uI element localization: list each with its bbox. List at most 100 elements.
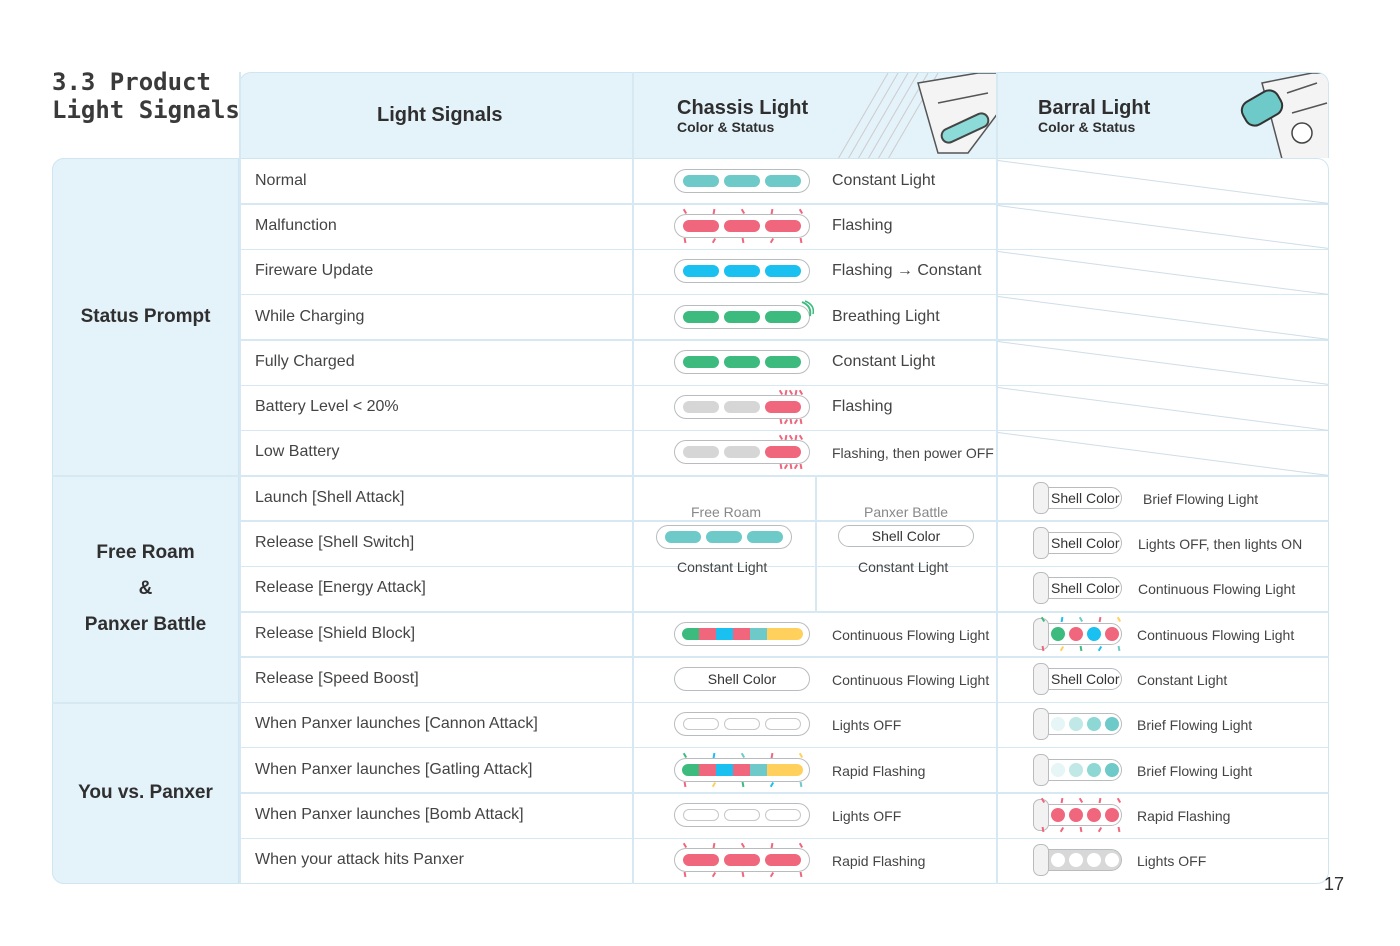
- group-free-line1: Free Roam: [96, 541, 195, 563]
- signal-label: Release [Shell Switch]: [255, 534, 415, 552]
- chassis-status-label: Rapid Flashing: [832, 762, 926, 779]
- chassis-led-segment: [683, 718, 719, 731]
- chassis-led-segment: [724, 265, 760, 278]
- barral-cap: [1033, 572, 1049, 605]
- barral-led-dot: [1105, 853, 1119, 868]
- chassis-led-segment: [724, 808, 760, 821]
- header-light-signals: Light Signals: [377, 104, 503, 126]
- chassis-light-bar: [674, 848, 810, 873]
- barral-light-bar: [1033, 798, 1122, 831]
- row-divider: [239, 293, 1329, 296]
- chassis-led-segment: [765, 854, 801, 867]
- chassis-led-segment: [698, 627, 716, 640]
- chassis-led-segment: [765, 718, 801, 731]
- chassis-led-segment: [765, 219, 801, 232]
- barral-title: Barral Light: [1038, 97, 1151, 119]
- barral-led-dot: [1069, 717, 1083, 732]
- signal-label: Release [Shield Block]: [255, 624, 416, 642]
- header-barral: Barral Light Color & Status: [1038, 97, 1150, 134]
- chassis-led-segment: [765, 446, 801, 459]
- barral-cap: [1033, 798, 1049, 831]
- barral-cap: [1033, 708, 1049, 741]
- barral-led-dot: [1051, 762, 1065, 777]
- barral-led-dot: [1051, 853, 1065, 868]
- barral-status-label: Brief Flowing Light: [1143, 490, 1259, 507]
- barral-led-dot: [1087, 853, 1101, 868]
- chassis-pill-label: Shell Color: [707, 670, 777, 687]
- chassis-light-bar: Shell Color: [674, 666, 810, 691]
- barral-light-bar: Shell Color: [1033, 662, 1122, 695]
- signal-label: Fully Charged: [255, 352, 355, 370]
- chassis-status-label: Constant Light: [832, 171, 936, 189]
- page-title: 3.3 Product Light Signals: [52, 68, 240, 124]
- chassis-light-bar: [674, 213, 810, 238]
- chassis-status-label: Breathing Light: [832, 307, 940, 325]
- signal-label: When Panxer launches [Bomb Attack]: [255, 805, 524, 823]
- barral-pill-label: Shell Color: [1051, 489, 1120, 506]
- chassis-led-segment: [681, 763, 699, 776]
- chassis-led-segment: [765, 265, 801, 278]
- row-divider: [239, 565, 1329, 568]
- row-divider: [239, 792, 1329, 794]
- chassis-led-segment: [724, 310, 760, 323]
- chassis-led-segment: [724, 854, 760, 867]
- chassis-led-segment: [681, 627, 699, 640]
- chassis-illustration: [838, 73, 998, 158]
- chassis-led-segment: [749, 627, 767, 640]
- barral-light-bar: [1033, 753, 1122, 786]
- free-roam-status: Constant Light: [677, 559, 768, 576]
- chassis-led-segment: [724, 174, 760, 187]
- chassis-light-bar: [674, 802, 810, 827]
- barral-led-dot: [1105, 807, 1119, 822]
- chassis-status-label: Flashing: [832, 216, 893, 234]
- barral-led-dot: [1069, 762, 1083, 777]
- chassis-status-label: Continuous Flowing Light: [832, 671, 990, 688]
- barral-light-bar: Shell Color: [1033, 481, 1122, 514]
- barral-light-bar: [1033, 844, 1122, 877]
- barral-cap: [1033, 753, 1049, 786]
- group-free-roam: Free Roam & Panxer Battle: [52, 475, 239, 702]
- chassis-light-bar: [674, 259, 810, 284]
- group-column: [52, 158, 239, 884]
- chassis-led-segment: [665, 531, 701, 544]
- barral-cap: [1033, 617, 1049, 650]
- barral-led-dot: [1105, 717, 1119, 732]
- barral-light-bar: Shell Color: [1033, 572, 1122, 605]
- signal-label: Release [Speed Boost]: [255, 669, 419, 687]
- chassis-led-segment: [747, 531, 783, 544]
- row-divider: [239, 701, 1329, 704]
- chassis-led-segment: [715, 627, 733, 640]
- chassis-status-label: Flashing, then power OFF: [832, 445, 994, 462]
- chassis-led-segment: [765, 174, 801, 187]
- col-divider: [815, 475, 817, 611]
- barral-led-dot: [1051, 626, 1065, 641]
- barral-status-label: Constant Light: [1137, 671, 1228, 688]
- row-divider: [239, 475, 1329, 477]
- signal-label: Launch [Shell Attack]: [255, 488, 405, 506]
- page-number: 17: [1323, 874, 1344, 894]
- barral-light-bar: Shell Color: [1033, 527, 1122, 560]
- chassis-subtitle: Color & Status: [677, 119, 775, 135]
- chassis-light-bar: [674, 621, 810, 646]
- col-divider: [632, 72, 634, 884]
- barral-status-label: Brief Flowing Light: [1137, 717, 1253, 734]
- chassis-led-segment: [765, 401, 801, 414]
- barral-status-label: Rapid Flashing: [1137, 807, 1231, 824]
- barral-led-dot: [1069, 807, 1083, 822]
- chassis-led-segment: [766, 627, 803, 640]
- barral-light-bar: [1033, 708, 1122, 741]
- barral-subtitle: Color & Status: [1038, 119, 1136, 135]
- chassis-led-segment: [683, 219, 719, 232]
- panxer-battle-light-bar: Shell Color: [838, 525, 974, 548]
- chassis-status-label: Constant Light: [832, 352, 936, 370]
- signal-label: When Panxer launches [Gatling Attack]: [255, 760, 533, 778]
- free-roam-light-bar: [656, 525, 792, 550]
- chassis-led-segment: [715, 763, 733, 776]
- chassis-led-segment: [724, 718, 760, 731]
- group-divider: [52, 475, 239, 477]
- chassis-led-segment: [683, 401, 719, 414]
- chassis-led-segment: [683, 355, 719, 368]
- chassis-light-bar: [674, 304, 810, 329]
- barral-cap: [1033, 844, 1049, 877]
- barral-led-dot: [1087, 717, 1101, 732]
